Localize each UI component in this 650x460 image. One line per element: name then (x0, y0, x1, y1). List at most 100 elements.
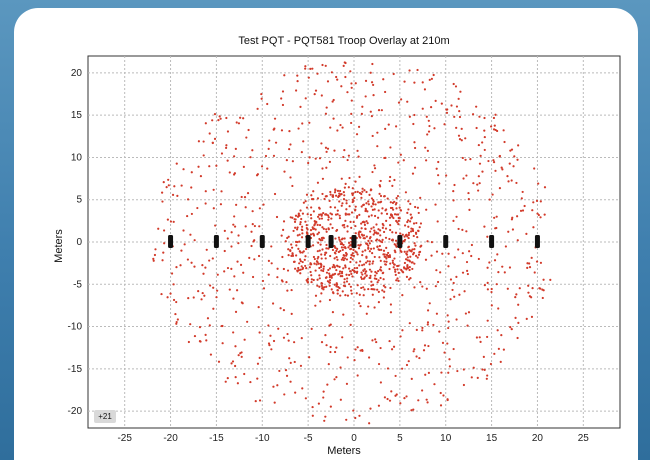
y-tick-label: 5 (76, 195, 82, 206)
impact-point (414, 244, 417, 247)
x-tick-label: -20 (163, 433, 178, 444)
impact-point (369, 71, 372, 74)
impact-point (342, 243, 345, 247)
impact-point (340, 246, 344, 249)
impact-point (416, 236, 419, 239)
impact-point (418, 251, 421, 254)
impact-point (309, 67, 312, 70)
impact-point (346, 230, 349, 233)
impact-point (304, 220, 307, 223)
impact-point (284, 240, 287, 243)
impact-point (432, 73, 435, 77)
impact-point (298, 262, 301, 265)
impact-point (176, 318, 179, 321)
impact-point (239, 263, 243, 266)
impact-point (543, 213, 546, 216)
impact-point (325, 195, 328, 198)
impact-point (186, 198, 190, 201)
impact-point (304, 255, 307, 258)
impact-point (371, 262, 374, 265)
impact-point (445, 111, 449, 114)
impact-point (379, 266, 382, 269)
impact-point (421, 326, 424, 329)
impact-point (362, 263, 366, 266)
impact-point (325, 344, 328, 347)
impact-point (350, 226, 353, 229)
impact-point (483, 225, 486, 228)
impact-point (389, 228, 392, 232)
impact-point (457, 97, 460, 100)
impact-point (393, 257, 396, 260)
impact-point (496, 329, 499, 332)
impact-point (357, 155, 360, 158)
impact-point (438, 330, 441, 333)
impact-point (407, 236, 410, 240)
impact-point (506, 175, 509, 178)
impact-point (334, 237, 337, 240)
impact-point (216, 289, 219, 292)
impact-point (338, 238, 341, 241)
impact-point (373, 229, 376, 232)
impact-point (344, 251, 348, 255)
impact-point (466, 324, 469, 327)
impact-point (296, 215, 300, 218)
impact-point (325, 251, 328, 254)
impact-point (412, 234, 415, 238)
troop-marker (168, 235, 174, 248)
impact-point (280, 97, 283, 100)
impact-point (379, 346, 382, 350)
impact-point (166, 296, 169, 299)
impact-point (283, 393, 286, 396)
impact-point (327, 227, 330, 230)
impact-point (373, 306, 376, 309)
impact-point (321, 248, 324, 251)
impact-point (360, 112, 363, 116)
impact-point (433, 383, 436, 386)
impact-point (290, 246, 294, 249)
impact-point (294, 214, 298, 217)
impact-point (217, 119, 220, 122)
impact-point (301, 122, 304, 125)
impact-point (361, 254, 364, 257)
impact-point (428, 78, 431, 81)
impact-point (360, 227, 363, 230)
impact-point (374, 274, 377, 277)
impact-point (193, 334, 197, 338)
impact-point (399, 402, 402, 405)
impact-point (190, 171, 193, 174)
impact-point (324, 146, 328, 149)
impact-point (272, 128, 275, 131)
impact-point (400, 250, 403, 253)
impact-point (388, 179, 391, 183)
impact-point (316, 233, 319, 236)
impact-point (503, 271, 506, 274)
impact-point (462, 177, 465, 180)
impact-point (338, 200, 341, 203)
impact-point (377, 269, 380, 273)
impact-point (491, 193, 494, 196)
impact-point (296, 269, 299, 272)
impact-point (256, 107, 259, 110)
impact-point (464, 137, 467, 140)
impact-point (286, 332, 289, 336)
impact-point (356, 149, 359, 152)
impact-point (328, 324, 331, 327)
impact-point (260, 97, 263, 100)
impact-point (462, 368, 465, 371)
impact-point (403, 224, 407, 227)
impact-point (407, 360, 410, 363)
impact-point (492, 116, 496, 120)
impact-point (335, 194, 338, 197)
impact-point (390, 390, 393, 393)
impact-point (455, 105, 459, 108)
impact-point (335, 249, 338, 252)
impact-point (476, 376, 479, 379)
impact-point (318, 277, 321, 280)
impact-point (324, 112, 328, 115)
impact-point (245, 136, 248, 139)
impact-point (260, 92, 263, 96)
impact-point (383, 260, 386, 263)
impact-point (510, 179, 513, 182)
impact-point (436, 280, 440, 284)
impact-point (291, 216, 294, 219)
